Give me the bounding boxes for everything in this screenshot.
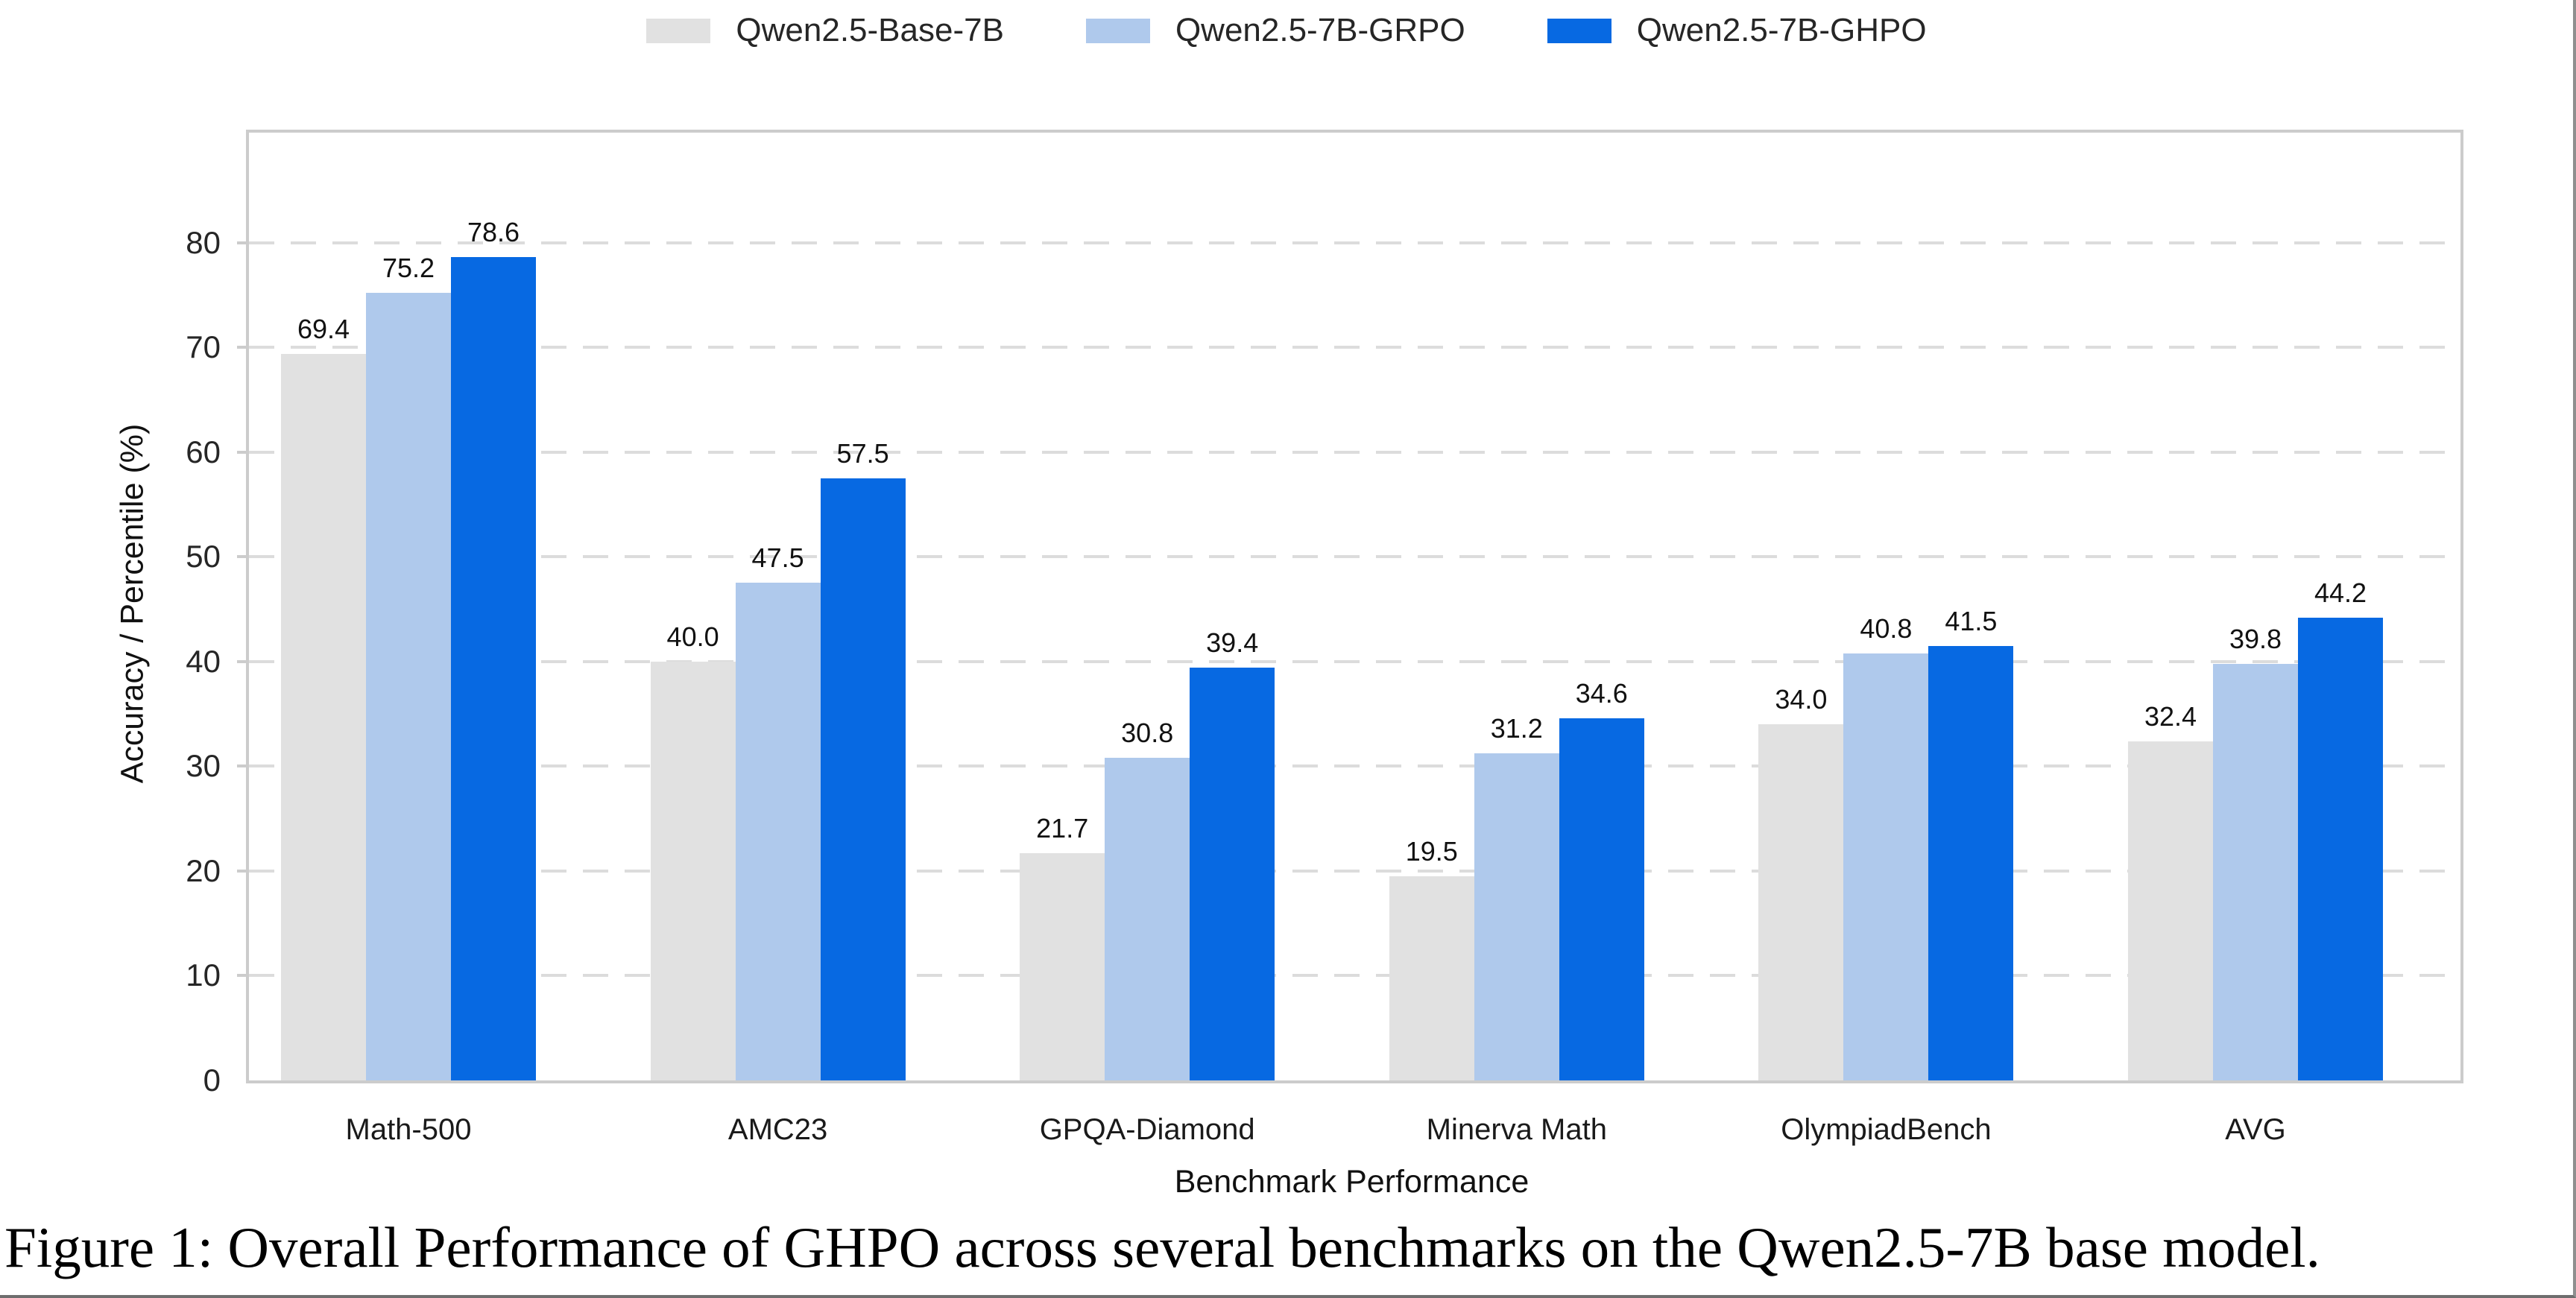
- legend-label: Qwen2.5-7B-GRPO: [1175, 12, 1465, 48]
- y-tick-label-10: 10: [186, 957, 221, 993]
- bar-qwen2-5-7b-grpo: 30.8: [1105, 718, 1190, 1080]
- bar-value-label: 34.0: [1775, 684, 1828, 715]
- bar-value-label: 41.5: [1945, 605, 1998, 636]
- y-tick-mark: [237, 450, 249, 454]
- bar-value-label: 19.5: [1405, 835, 1458, 867]
- gridline-y10: [249, 974, 2460, 978]
- y-tick-label-20: 20: [186, 852, 221, 888]
- x-axis-label: Benchmark Performance: [1174, 1164, 1530, 1200]
- bar-qwen2-5-base-7b: 19.5: [1389, 836, 1474, 1080]
- bar-qwen2-5-7b-ghpo: 34.6: [1559, 678, 1644, 1080]
- y-tick-mark: [237, 241, 249, 244]
- y-tick-mark: [237, 659, 249, 663]
- bar-value-label: 21.7: [1036, 813, 1089, 844]
- bar-value-label: 57.5: [836, 437, 889, 469]
- bar-group-olympiadbench: 34.0 40.8 41.5 OlympiadBench: [1758, 133, 2014, 1146]
- y-tick-label-60: 60: [186, 434, 221, 469]
- bar-group-math-500: 69.4 75.2 78.6 Math-500: [281, 133, 536, 1146]
- bar-value-label: 40.8: [1860, 612, 1913, 644]
- bar-value-label: 32.4: [2144, 700, 2197, 732]
- bar-qwen2-5-7b-ghpo: 44.2: [2298, 577, 2383, 1080]
- x-category-label: OlympiadBench: [1781, 1113, 1992, 1146]
- bar-value-label: 39.4: [1206, 627, 1259, 659]
- bar-qwen2-5-7b-ghpo: 57.5: [820, 438, 906, 1080]
- y-tick-mark: [237, 974, 249, 978]
- x-category-label: Minerva Math: [1426, 1113, 1607, 1146]
- bar-qwen2-5-base-7b: 69.4: [281, 314, 366, 1080]
- legend-label: Qwen2.5-7B-GHPO: [1636, 12, 1927, 48]
- y-tick-mark: [237, 764, 249, 768]
- x-category-label: Math-500: [345, 1113, 472, 1146]
- bar-qwen2-5-7b-ghpo: 39.4: [1190, 627, 1275, 1080]
- legend-swatch-icon: [646, 18, 711, 43]
- bar-value-label: 44.2: [2314, 577, 2367, 608]
- bar-qwen2-5-7b-grpo: 31.2: [1474, 713, 1559, 1080]
- bar-qwen2-5-7b-ghpo: 78.6: [451, 217, 536, 1080]
- bar-qwen2-5-base-7b: 34.0: [1758, 684, 1844, 1080]
- y-tick-label-80: 80: [186, 224, 221, 260]
- plot-area: 0 10 20 30 40 50 60 70 80 69.4 75.2 78.6 Math-500 40.…: [186, 130, 2463, 1146]
- bar-qwen2-5-7b-grpo: 75.2: [366, 253, 451, 1080]
- bar-group-minerva-math: 19.5 31.2 34.6 Minerva Math: [1389, 133, 1644, 1146]
- x-category-label: AMC23: [727, 1113, 828, 1146]
- y-tick-label-70: 70: [186, 329, 221, 365]
- bar-value-label: 34.6: [1575, 677, 1628, 709]
- y-tick-mark: [237, 555, 249, 559]
- legend-swatch-icon: [1547, 18, 1611, 43]
- bar-qwen2-5-7b-grpo: 47.5: [735, 542, 821, 1080]
- figure-caption: Figure 1: Overall Performance of GHPO ac…: [4, 1215, 2320, 1279]
- bar-value-label: 75.2: [382, 253, 435, 284]
- bar-qwen2-5-7b-ghpo: 41.5: [1928, 606, 2014, 1080]
- x-category-label: GPQA-Diamond: [1039, 1113, 1255, 1146]
- bar-value-label: 47.5: [751, 542, 804, 574]
- gridline-y50: [249, 555, 2460, 559]
- y-tick-mark: [237, 869, 249, 873]
- gridline-y60: [249, 450, 2460, 454]
- y-tick-label-0: 0: [203, 1063, 221, 1098]
- bar-group-avg: 32.4 39.8 44.2 AVG: [2128, 133, 2383, 1146]
- gridline-y40: [249, 659, 2460, 663]
- y-axis-label: Accuracy / Percentile (%): [114, 423, 151, 784]
- bar-value-label: 39.8: [2229, 623, 2282, 654]
- gridline-y70: [249, 346, 2460, 349]
- bar-value-label: 78.6: [467, 217, 520, 248]
- bar-value-label: 69.4: [297, 313, 350, 344]
- gridline-y30: [249, 764, 2460, 768]
- gridline-y80: [249, 241, 2460, 244]
- legend-label: Qwen2.5-Base-7B: [736, 12, 1004, 48]
- legend-swatch-icon: [1085, 18, 1150, 43]
- legend-item-2: Qwen2.5-7B-GRPO: [1085, 12, 1465, 49]
- bar-qwen2-5-7b-grpo: 39.8: [2213, 624, 2298, 1080]
- legend-item-1: Qwen2.5-Base-7B: [646, 12, 1004, 49]
- bar-qwen2-5-base-7b: 21.7: [1020, 813, 1105, 1080]
- bar-qwen2-5-base-7b: 32.4: [2128, 701, 2213, 1080]
- y-tick-label-40: 40: [186, 643, 221, 679]
- y-tick-mark: [237, 346, 249, 349]
- gridline-y20: [249, 869, 2460, 873]
- y-tick-label-50: 50: [186, 539, 221, 574]
- bar-group-gpqa-diamond: 21.7 30.8 39.4 GPQA-Diamond: [1020, 133, 1275, 1146]
- bar-qwen2-5-7b-grpo: 40.8: [1843, 613, 1929, 1080]
- y-tick-label-30: 30: [186, 748, 221, 784]
- bar-group-amc23: 40.0 47.5 57.5 AMC23: [650, 133, 906, 1146]
- chart-legend: Qwen2.5-Base-7B Qwen2.5-7B-GRPO Qwen2.5-7B…: [0, 12, 2573, 49]
- bar-value-label: 31.2: [1490, 713, 1543, 744]
- bar-qwen2-5-base-7b: 40.0: [650, 621, 736, 1080]
- legend-item-3: Qwen2.5-7B-GHPO: [1547, 12, 1927, 49]
- bar-value-label: 40.0: [666, 621, 719, 652]
- x-category-label: AVG: [2225, 1113, 2286, 1146]
- bar-value-label: 30.8: [1121, 718, 1174, 749]
